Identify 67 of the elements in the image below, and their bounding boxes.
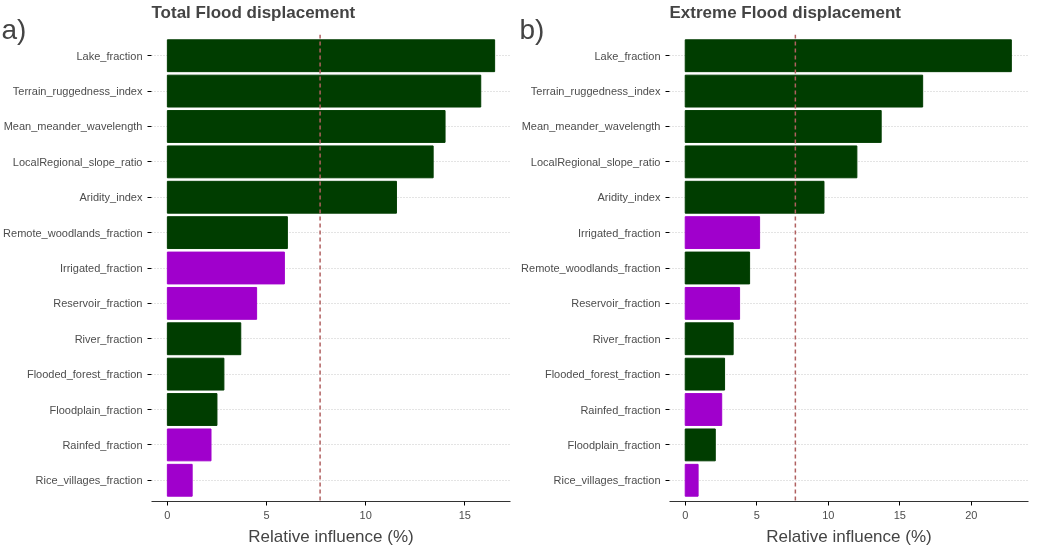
- bar: [166, 216, 288, 250]
- y-tick-label: Remote_woodlands_fraction: [521, 262, 661, 274]
- bar: [166, 145, 434, 179]
- y-tick-label: Aridity_index: [79, 191, 143, 204]
- x-tick-label: 10: [359, 508, 372, 521]
- x-tick-label: 15: [458, 508, 472, 521]
- y-tick-label: Terrain_ruggedness_index: [12, 85, 143, 98]
- y-tick-label: Flooded_forest_fraction: [544, 368, 661, 381]
- y-tick-label: Remote_woodlands_fraction: [3, 226, 143, 239]
- y-tick-label: Aridity_index: [597, 191, 661, 204]
- x-tick-label: 5: [263, 508, 270, 521]
- y-tick-label: Mean_meander_wavelength: [521, 120, 661, 133]
- bar: [166, 251, 285, 285]
- bar: [684, 357, 726, 391]
- x-tick-label: 0: [164, 508, 171, 521]
- chart-title: Extreme Flood displacement: [669, 2, 902, 22]
- bar: [684, 322, 734, 356]
- bar: [684, 463, 699, 497]
- y-tick-label: LocalRegional_slope_ratio: [530, 155, 661, 168]
- bar: [684, 251, 751, 285]
- y-tick-label: Reservoir_fraction: [53, 297, 143, 310]
- y-tick-label: Reservoir_fraction: [571, 297, 661, 310]
- x-tick-label: 20: [965, 508, 978, 521]
- bar: [684, 39, 1012, 73]
- y-tick-label: Rainfed_fraction: [580, 403, 661, 416]
- bar: [684, 428, 716, 462]
- y-tick-label: Irrigated_fraction: [59, 262, 143, 274]
- y-tick-label: Rainfed_fraction: [62, 438, 143, 451]
- bar: [684, 145, 858, 179]
- x-axis-title: Relative influence (%): [248, 526, 414, 546]
- bar: [166, 180, 397, 214]
- y-tick-label: Mean_meander_wavelength: [3, 120, 143, 133]
- bar: [166, 286, 258, 320]
- bar: [166, 322, 242, 356]
- y-tick-label: LocalRegional_slope_ratio: [12, 155, 143, 168]
- bar: [166, 39, 496, 73]
- bar: [166, 357, 225, 391]
- y-tick-label: Lake_fraction: [594, 49, 661, 62]
- y-tick-label: Flooded_forest_fraction: [26, 368, 143, 381]
- x-tick-label: 0: [682, 508, 689, 521]
- y-tick-label: Lake_fraction: [76, 49, 143, 62]
- x-tick-label: 15: [893, 508, 906, 521]
- bar: [166, 393, 218, 426]
- y-tick-label: Rice_villages_fraction: [553, 474, 661, 487]
- bar: [166, 428, 212, 462]
- bar: [684, 180, 825, 214]
- y-tick-label: Floodplain_fraction: [49, 403, 143, 416]
- bar: [684, 286, 741, 320]
- x-tick-label: 5: [753, 508, 760, 521]
- y-tick-label: River_fraction: [74, 332, 143, 345]
- y-tick-label: River_fraction: [592, 332, 661, 345]
- x-tick-label: 10: [822, 508, 835, 521]
- bar: [684, 74, 924, 108]
- y-tick-label: Irrigated_fraction: [577, 226, 661, 239]
- bar: [166, 463, 193, 497]
- bar: [684, 110, 882, 143]
- y-tick-label: Terrain_ruggedness_index: [530, 85, 661, 98]
- y-tick-label: Floodplain_fraction: [567, 438, 661, 451]
- text: b): [519, 13, 545, 45]
- bar: [684, 216, 761, 250]
- bar: [166, 74, 482, 108]
- bar: [684, 393, 723, 426]
- chart-title: Total Flood displacement: [151, 2, 356, 22]
- text: a): [1, 13, 27, 45]
- bar: [166, 110, 446, 143]
- x-axis-title: Relative influence (%): [766, 526, 932, 546]
- y-tick-label: Rice_villages_fraction: [35, 474, 143, 487]
